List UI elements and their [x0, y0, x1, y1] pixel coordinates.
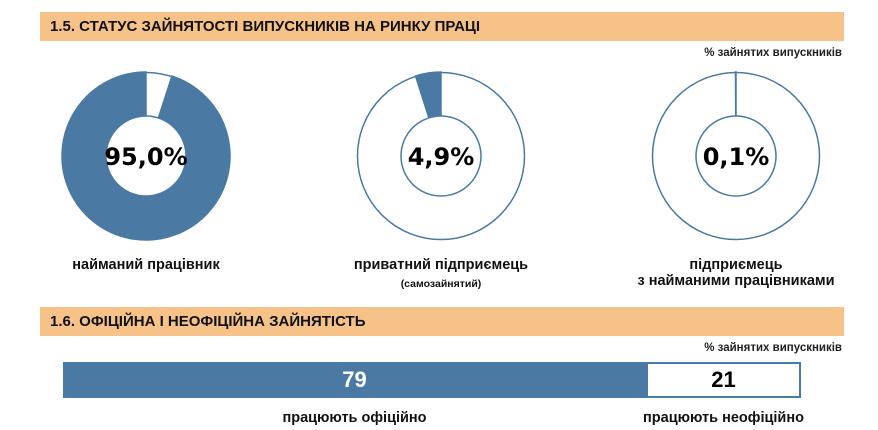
donut-value: 95,0%	[104, 143, 187, 171]
donut-label-line: з найманими працівниками	[637, 273, 835, 289]
bar-label-official: працюють офіційно	[282, 410, 427, 426]
donut-value: 0,1%	[703, 143, 770, 171]
section-header-employment-status: 1.5. СТАТУС ЗАЙНЯТОСТІ ВИПУСКНИКІВ НА РИ…	[40, 12, 844, 41]
unit-note: % зайнятих випускників	[704, 47, 842, 59]
bar-value-unofficial: 21	[711, 367, 736, 392]
donut-hole	[695, 115, 777, 197]
donut-label: найманий працівник	[16, 257, 276, 273]
section-title: 1.5. СТАТУС ЗАЙНЯТОСТІ ВИПУСКНИКІВ НА РИ…	[50, 18, 481, 35]
donut-slice	[734, 71, 737, 117]
donut-hole	[105, 115, 187, 197]
section-title: 1.6. ОФІЦІЙНА І НЕОФІЦІЙНА ЗАЙНЯТІСТЬ	[50, 313, 366, 330]
donut-label-line: приватний підприємець	[353, 257, 529, 273]
donut-chart: 4,9%	[355, 70, 527, 242]
donut-label: приватний підприємець (самозайнятий)	[311, 257, 571, 292]
donut-chart: 0,1%	[650, 70, 822, 242]
bar-label-unofficial: працюють неофіційно	[643, 410, 804, 426]
section-header-official-employment: 1.6. ОФІЦІЙНА І НЕОФІЦІЙНА ЗАЙНЯТІСТЬ	[40, 307, 844, 336]
stacked-bar: 79 21	[63, 362, 801, 398]
bar-segment-official: 79	[63, 362, 646, 398]
donut-label: підприємець з найманими працівниками	[606, 257, 866, 289]
donut-label-line: найманий працівник	[72, 257, 220, 273]
bar-segment-unofficial: 21	[646, 362, 801, 398]
donut-chart: 95,0%	[60, 70, 232, 242]
donut-hole	[400, 115, 482, 197]
bar-value-official: 79	[342, 367, 367, 392]
donut-label-line: підприємець	[689, 257, 783, 273]
donut-sublabel: (самозайнятий)	[400, 278, 482, 290]
unit-note: % зайнятих випускників	[704, 342, 842, 354]
donut-value: 4,9%	[408, 143, 475, 171]
